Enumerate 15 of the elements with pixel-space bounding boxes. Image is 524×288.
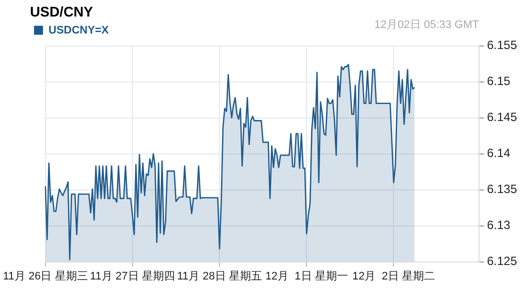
y-tick-label: 6.145 (486, 110, 518, 124)
y-tick-label: 6.155 (486, 38, 518, 52)
y-tick-label: 6.13 (486, 218, 511, 232)
x-tick-label: 11月 27日 星期四 (90, 270, 175, 282)
y-tick-label: 6.125 (486, 254, 518, 268)
chart-title: USD/CNY (30, 3, 94, 20)
y-tick-label: 6.14 (486, 146, 511, 160)
x-tick-label: 11月 26日 星期三 (2, 270, 88, 282)
text: 12月02日 05:33 GMT (374, 19, 480, 32)
x-tick-label: 12月 2日 星期二 (352, 270, 435, 282)
x-tick-label: 11月 28日 星期五 (177, 270, 262, 282)
legend-label: USDCNY=X (48, 24, 110, 36)
y-tick-label: 6.135 (486, 182, 518, 196)
x-tick-label: 12月 1日 星期一 (265, 270, 348, 282)
y-tick-label: 6.15 (486, 74, 511, 88)
